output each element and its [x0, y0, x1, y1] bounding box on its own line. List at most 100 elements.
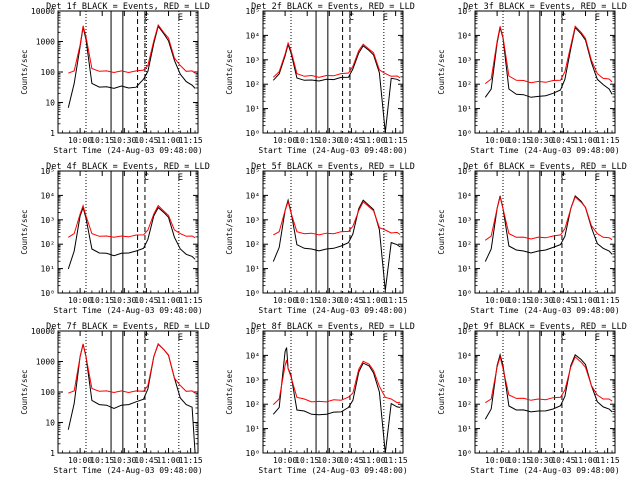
panel-title: Det 5f BLACK = Events, RED = LLD — [251, 162, 415, 172]
x-tick-label: 10:00 — [273, 296, 297, 305]
y-tick-label: 10⁴ — [246, 351, 260, 360]
marker-letter: E — [595, 13, 600, 23]
y-tick-label: 10⁴ — [458, 31, 472, 40]
x-tick-label: 10:30 — [529, 136, 553, 145]
marker-letter: C — [349, 333, 354, 343]
x-axis-label: Start Time (24-Aug-03 09:48:00) — [258, 306, 407, 315]
x-tick-label: 10:15 — [295, 136, 319, 145]
panel-title: Det 8f BLACK = Events, RED = LLD — [251, 322, 415, 332]
y-tick-label: 10⁵ — [246, 327, 260, 336]
y-tick-label: 10⁰ — [246, 289, 260, 298]
x-tick-label: 10:30 — [317, 296, 341, 305]
panel-title: Det 4f BLACK = Events, RED = LLD — [46, 162, 210, 172]
detector-panel: Det 3f BLACK = Events, RED = LLD 10⁰ 10¹ 10… — [437, 2, 627, 155]
y-tick-label: 1000 — [36, 38, 55, 47]
y-tick-label: 10⁵ — [41, 167, 55, 176]
lld-series-line — [272, 359, 401, 405]
y-tick-label: 10⁵ — [458, 167, 472, 176]
marker-letter: E — [595, 173, 600, 183]
y-tick-label: 10⁴ — [41, 191, 55, 200]
panel-title: Det 9f BLACK = Events, RED = LLD — [463, 322, 627, 332]
x-tick-label: 10:30 — [317, 136, 341, 145]
x-tick-label: 11:15 — [179, 456, 203, 465]
x-axis-label: Start Time (24-Aug-03 09:48:00) — [470, 306, 619, 315]
y-tick-label: 10⁰ — [458, 449, 472, 458]
x-tick-label: 10:00 — [273, 456, 297, 465]
y-tick-label: 10² — [41, 240, 55, 249]
plot-frame — [57, 170, 199, 294]
x-tick-label: 10:45 — [339, 136, 363, 145]
x-tick-label: 10:45 — [551, 136, 575, 145]
x-tick-label: 11:00 — [573, 136, 597, 145]
panel-title: Det 7f BLACK = Events, RED = LLD — [46, 322, 210, 332]
plot-frame — [262, 170, 404, 294]
y-tick-label: 10² — [458, 240, 472, 249]
x-tick-label: 10:15 — [507, 456, 531, 465]
y-axis-label: Counts/sec — [20, 209, 29, 254]
y-tick-label: 1 — [50, 449, 55, 458]
plot-frame — [262, 10, 404, 134]
y-tick-label: 10⁴ — [458, 191, 472, 200]
x-tick-label: 10:15 — [507, 296, 531, 305]
x-tick-label: 10:00 — [273, 136, 297, 145]
y-axis-label: Counts/sec — [20, 369, 29, 414]
detector-panel: Det 7f BLACK = Events, RED = LLD 1 10 100 10… — [20, 322, 210, 475]
y-axis-label: Counts/sec — [437, 209, 446, 254]
events-series-line — [67, 205, 196, 270]
x-axis-label: Start Time (24-Aug-03 09:48:00) — [258, 146, 407, 155]
marker-letter: C — [144, 173, 149, 183]
y-tick-label: 10⁰ — [246, 449, 260, 458]
y-tick-label: 10 — [45, 419, 55, 428]
x-tick-label: 11:00 — [573, 296, 597, 305]
detector-panel: Det 2f BLACK = Events, RED = LLD 10⁰ 10¹ 10… — [225, 2, 415, 155]
x-tick-label: 11:15 — [384, 136, 408, 145]
panel-title: Det 2f BLACK = Events, RED = LLD — [251, 2, 415, 12]
y-tick-label: 100 — [41, 68, 56, 77]
y-tick-label: 10⁴ — [458, 351, 472, 360]
y-tick-label: 10¹ — [458, 425, 472, 434]
plot-frame — [262, 330, 404, 454]
x-tick-label: 10:45 — [134, 136, 158, 145]
events-series-line — [67, 343, 196, 453]
y-tick-label: 10³ — [246, 216, 260, 225]
panel-title: Det 3f BLACK = Events, RED = LLD — [463, 2, 627, 12]
x-tick-label: 11:00 — [156, 296, 180, 305]
marker-letter: E — [178, 173, 183, 183]
y-tick-label: 10¹ — [41, 265, 55, 274]
x-tick-label: 10:00 — [68, 136, 92, 145]
events-series-line — [67, 25, 196, 108]
marker-letter: C — [144, 333, 149, 343]
x-tick-label: 10:30 — [112, 136, 136, 145]
y-tick-label: 10⁵ — [458, 327, 472, 336]
x-tick-label: 10:30 — [112, 456, 136, 465]
x-tick-label: 10:45 — [134, 456, 158, 465]
y-tick-label: 10⁴ — [246, 191, 260, 200]
y-axis-label: Counts/sec — [225, 369, 234, 414]
y-tick-label: 10⁵ — [246, 167, 260, 176]
y-tick-label: 1000 — [36, 358, 55, 367]
x-tick-label: 10:30 — [317, 456, 341, 465]
y-tick-label: 10³ — [246, 376, 260, 385]
y-tick-label: 10⁰ — [458, 129, 472, 138]
marker-letter: C — [561, 333, 566, 343]
x-axis-label: Start Time (24-Aug-03 09:48:00) — [53, 306, 202, 315]
y-tick-label: 10³ — [458, 376, 472, 385]
marker-letter: E — [383, 173, 388, 183]
y-tick-label: 10¹ — [246, 425, 260, 434]
x-tick-label: 10:15 — [90, 296, 114, 305]
x-tick-label: 11:00 — [156, 456, 180, 465]
plot-frame — [474, 170, 616, 294]
marker-letter: C — [349, 13, 354, 23]
x-tick-label: 11:00 — [361, 296, 385, 305]
y-tick-label: 10³ — [246, 56, 260, 65]
x-tick-label: 10:45 — [551, 456, 575, 465]
marker-letter: E — [595, 333, 600, 343]
x-tick-label: 10:00 — [68, 296, 92, 305]
y-axis-label: Counts/sec — [20, 49, 29, 94]
lld-series-line — [68, 203, 196, 239]
x-tick-label: 11:15 — [596, 456, 620, 465]
x-tick-label: 10:30 — [112, 296, 136, 305]
lld-series-line — [68, 23, 196, 74]
lld-series-line — [272, 41, 401, 79]
